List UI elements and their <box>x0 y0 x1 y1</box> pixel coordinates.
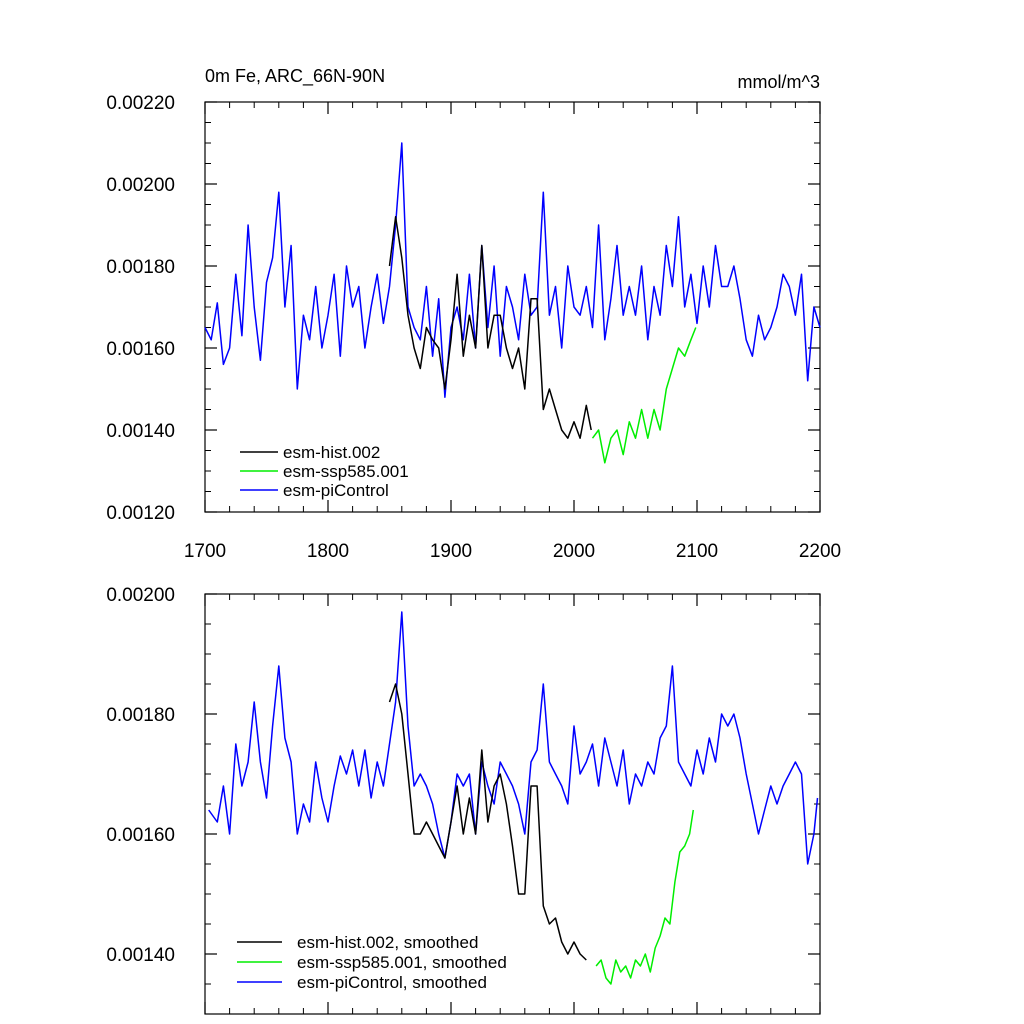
top-y-tick-label: 0.00180 <box>106 257 175 278</box>
top-chart-panel: 0m Fe, ARC_66N-90N mmol/m^3 0.001200.001… <box>106 66 841 562</box>
bottom-legend-label: esm-piControl, smoothed <box>297 973 487 992</box>
top-x-tick-label: 2200 <box>799 541 841 562</box>
top-y-tick-label: 0.00200 <box>106 175 175 196</box>
top-chart-title: 0m Fe, ARC_66N-90N <box>205 66 385 87</box>
top-series-esm-ssp585-001 <box>591 327 697 464</box>
bottom-y-tick-label: 0.00180 <box>106 705 175 726</box>
top-y-tick-label: 0.00220 <box>106 93 175 114</box>
top-legend-label: esm-hist.002 <box>283 443 380 462</box>
top-axes: 0.00120 0.00140 0.00160 0.00180 0.00200 0.002… <box>106 93 841 562</box>
bottom-series-lines <box>208 611 819 985</box>
bottom-y-tick-label: 0.00200 <box>106 585 175 606</box>
bottom-chart-panel: 0.00140 0.00160 0.00180 0.00200 esm-hist.00… <box>106 585 821 1015</box>
bottom-legend-label: esm-ssp585.001, smoothed <box>297 953 507 972</box>
bottom-series-esm-picontrol-smoothed <box>208 611 819 865</box>
top-legend-label: esm-piControl <box>283 481 389 500</box>
top-series-lines <box>204 142 821 464</box>
bottom-y-tick-label: 0.00160 <box>106 825 175 846</box>
top-x-tick-label: 2000 <box>553 541 595 562</box>
top-y-tick-label: 0.00140 <box>106 421 175 442</box>
top-series-esm-picontrol <box>204 142 821 398</box>
top-y-tick-label: 0.00160 <box>106 339 175 360</box>
top-x-tick-label: 1800 <box>307 541 349 562</box>
top-legend-label: esm-ssp585.001 <box>283 462 409 481</box>
top-x-tick-label: 2100 <box>676 541 718 562</box>
bottom-series-esm-ssp585-001-smoothed <box>595 809 695 985</box>
top-series-esm-hist-002 <box>388 216 592 439</box>
top-chart-units: mmol/m^3 <box>738 72 820 92</box>
top-x-tick-label: 1700 <box>184 541 226 562</box>
top-x-tick-label: 1900 <box>430 541 472 562</box>
bottom-legend-label: esm-hist.002, smoothed <box>297 933 478 952</box>
top-y-tick-label: 0.00120 <box>106 503 175 524</box>
bottom-axes: 0.00140 0.00160 0.00180 0.00200 <box>106 585 821 1015</box>
bottom-series-esm-hist-002-smoothed <box>388 683 587 961</box>
bottom-y-tick-label: 0.00140 <box>106 945 175 966</box>
